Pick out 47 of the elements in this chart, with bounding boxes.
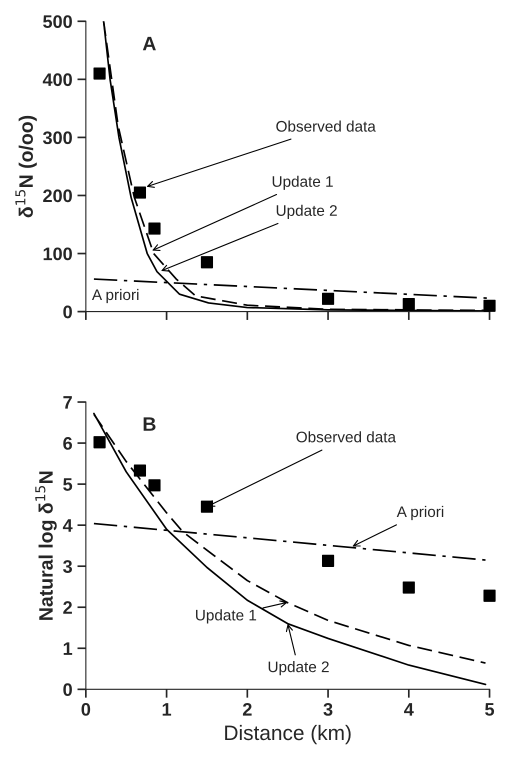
x-tick-label: 2	[242, 702, 252, 716]
point	[148, 479, 161, 492]
annotation: Update 1	[272, 176, 333, 190]
y-tick-label: 6	[63, 437, 72, 450]
point	[148, 222, 161, 235]
annotation: Observed data	[296, 431, 396, 442]
annotation: Observed data	[276, 120, 376, 132]
annotation: A priori	[92, 288, 138, 304]
x-axis-title: Distance (km)	[225, 724, 351, 744]
annotation: Update 1	[196, 609, 256, 624]
point	[322, 554, 334, 567]
y-tick-label: 100	[44, 247, 72, 260]
y-tick-label: 2	[63, 601, 72, 614]
text: B	[144, 417, 156, 431]
point	[483, 300, 496, 312]
point	[134, 186, 146, 199]
annotation: Update 2	[276, 204, 337, 219]
y-tick-label: 5	[63, 478, 72, 491]
y-tick-label: 300	[42, 131, 72, 144]
y-tick-label: 400	[42, 73, 72, 86]
text: A	[142, 36, 156, 50]
annotation: A priori	[396, 506, 444, 520]
y-axis-title: δ$^{15}$N (o/oo)	[15, 116, 37, 218]
point	[402, 581, 415, 594]
y-tick-label: 3	[63, 560, 72, 573]
point	[402, 298, 415, 310]
point	[200, 256, 214, 268]
y-axis-title: Natural log δ$^{15}$N	[35, 472, 57, 620]
x-tick-label: 0	[82, 702, 90, 716]
y-tick-label: 200	[43, 189, 72, 202]
point	[322, 292, 334, 305]
point	[483, 590, 496, 602]
x-tick-label: 1	[162, 703, 172, 716]
annotation: Update 2	[268, 661, 329, 676]
y-tick-label: 1	[64, 642, 72, 655]
x-tick-label: 5	[485, 703, 494, 716]
x-tick-label: 3	[323, 702, 332, 716]
y-tick-label: 0	[63, 683, 72, 696]
point	[200, 500, 214, 513]
point	[94, 436, 106, 448]
y-tick-label: 0	[63, 306, 72, 318]
x-tick-label: 4	[404, 703, 414, 716]
point	[94, 67, 106, 80]
y-tick-label: 4	[62, 519, 73, 532]
y-tick-label: 500	[43, 15, 72, 28]
point	[134, 464, 146, 477]
y-tick-label: 7	[63, 396, 72, 409]
